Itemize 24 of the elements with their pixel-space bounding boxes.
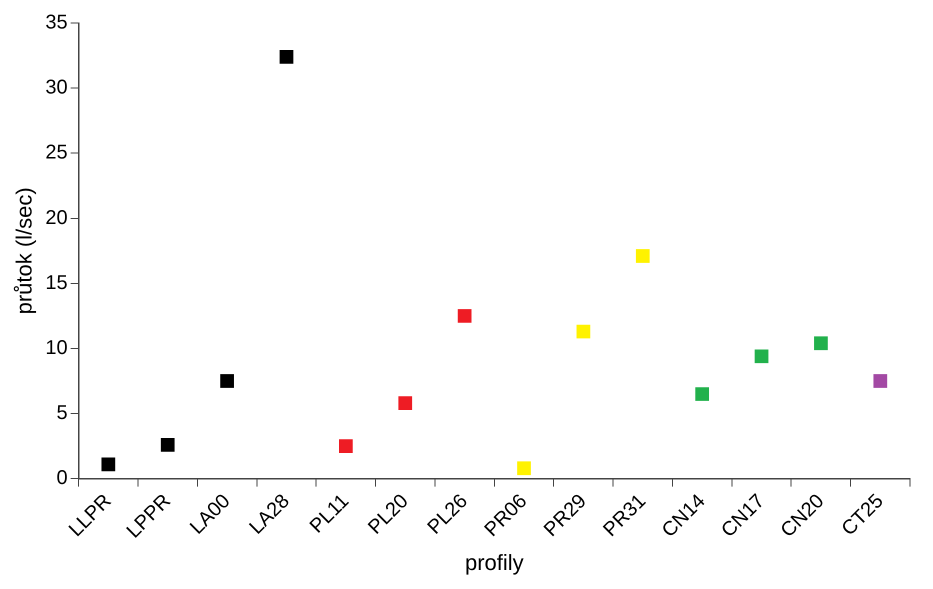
point bbox=[814, 336, 828, 350]
point bbox=[101, 458, 116, 472]
point bbox=[160, 438, 175, 452]
y-tick-label: 0 bbox=[56, 467, 68, 490]
y-tick-label: 5 bbox=[56, 402, 68, 424]
point bbox=[873, 374, 888, 388]
y-tick-label: 20 bbox=[45, 206, 68, 229]
point bbox=[220, 374, 234, 388]
y-tick-label: 30 bbox=[45, 76, 68, 99]
point bbox=[280, 50, 294, 64]
y-tick-label: 25 bbox=[45, 142, 68, 164]
point bbox=[754, 349, 768, 364]
x-axis-title: profily bbox=[464, 550, 524, 575]
y-tick-label: 10 bbox=[45, 337, 68, 360]
point bbox=[339, 439, 353, 453]
point bbox=[636, 249, 650, 263]
y-tick-label: 15 bbox=[45, 272, 68, 294]
point bbox=[695, 387, 710, 401]
point bbox=[576, 324, 590, 338]
y-tick-label: 35 bbox=[45, 12, 68, 34]
y-axis-title: průtok (l/sec) bbox=[11, 187, 36, 314]
point bbox=[517, 461, 531, 476]
point bbox=[398, 396, 412, 410]
point bbox=[458, 309, 472, 323]
